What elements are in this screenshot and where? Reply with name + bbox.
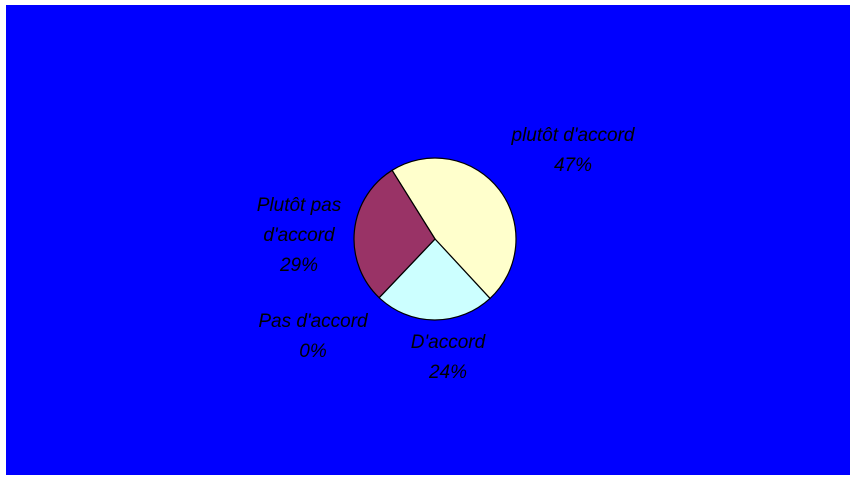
pie-slice-1 <box>378 238 491 321</box>
pie-chart <box>353 157 517 321</box>
label-text: D'accord <box>410 332 486 353</box>
label-d-accord: D'accord 24% <box>383 328 513 388</box>
label-plutot-pas-d-accord: Plutôt pas d'accord 29% <box>234 191 364 281</box>
label-percent: 29% <box>279 255 319 276</box>
label-text-line1: Plutôt pas <box>256 195 342 216</box>
pie-slice-0 <box>391 157 517 300</box>
label-text: Pas d'accord <box>258 311 368 332</box>
label-plutot-d-accord: plutôt d'accord 47% <box>488 121 658 181</box>
label-percent: 24% <box>428 362 468 383</box>
pie-slice-3 <box>353 169 436 299</box>
chart-area: plutôt d'accord 47% D'accord 24% Pas d'a… <box>6 5 850 475</box>
label-pas-d-accord: Pas d'accord 0% <box>238 307 388 367</box>
label-text-line2: d'accord <box>263 225 335 246</box>
label-percent: 47% <box>553 155 593 176</box>
label-percent: 0% <box>299 341 327 362</box>
label-text: plutôt d'accord <box>511 125 635 146</box>
